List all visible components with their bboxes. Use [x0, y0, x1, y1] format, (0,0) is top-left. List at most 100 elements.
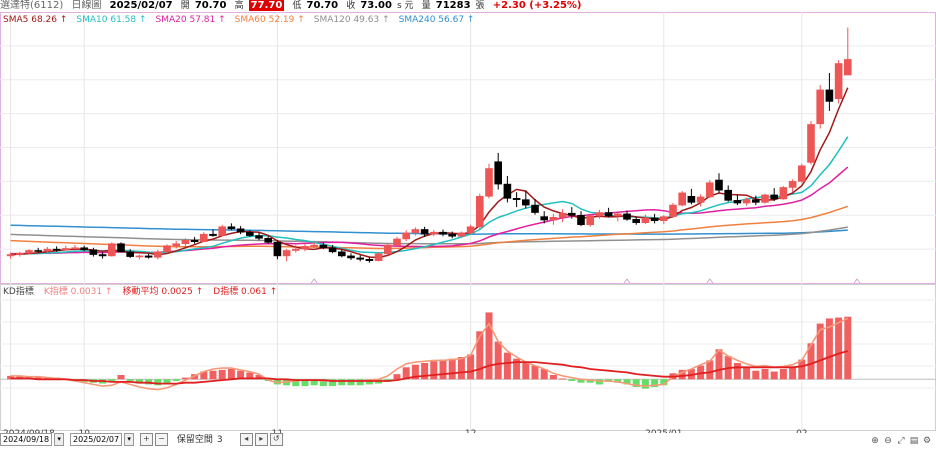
- sma-legend-item: SMA240 56.67 ↑: [399, 15, 475, 25]
- histogram-bar: [706, 360, 714, 380]
- open-value: 70.70: [194, 0, 227, 11]
- candle: [816, 89, 825, 125]
- candle: [98, 254, 107, 257]
- histogram-bar: [237, 370, 245, 380]
- histogram-bar: [761, 369, 769, 380]
- stock-chart[interactable]: 2024/09/18 10 11 12 2025/01 02 SMA5 68.26 ↑ SMA…: [0, 0, 936, 433]
- candle: [264, 237, 273, 243]
- candle: [337, 251, 346, 257]
- left-arrow-icon[interactable]: ◂: [239, 433, 253, 446]
- candle: [586, 215, 595, 226]
- x-tick-label: 2025/01: [645, 429, 682, 433]
- candle: [319, 244, 328, 249]
- right-arrow-icon[interactable]: ▸: [254, 433, 268, 446]
- histogram-bar: [135, 379, 143, 384]
- histogram-bar: [715, 349, 723, 380]
- histogram-bar: [632, 379, 640, 387]
- histogram-bar: [439, 359, 447, 380]
- candle: [807, 124, 815, 163]
- candle: [15, 252, 24, 255]
- histogram-bar: [209, 370, 217, 380]
- to-date-input[interactable]: 2025/02/07: [69, 433, 123, 446]
- candle: [549, 216, 558, 221]
- candle: [61, 248, 70, 251]
- period-label: 日線圖: [71, 0, 102, 11]
- histogram-bar: [329, 379, 337, 387]
- histogram-bar: [540, 369, 548, 380]
- zoom-in-icon[interactable]: +: [139, 433, 153, 446]
- x-tick-label: 10: [78, 429, 90, 433]
- candle: [429, 231, 438, 235]
- candle: [724, 189, 733, 201]
- histogram-bar: [614, 379, 622, 383]
- histogram-bar: [798, 359, 806, 380]
- d-line: [10, 350, 849, 385]
- from-date-input[interactable]: 2024/09/18: [0, 433, 53, 446]
- sma-legend-item: SMA5 68.26 ↑: [3, 15, 67, 25]
- candle: [135, 255, 144, 258]
- candle: [742, 199, 751, 204]
- histogram-bar: [568, 379, 576, 381]
- histogram-bar: [117, 375, 125, 380]
- candle: [365, 258, 374, 261]
- histogram-bar: [200, 371, 208, 380]
- candle: [117, 243, 125, 253]
- histogram-bar: [522, 362, 530, 380]
- histogram-bar: [292, 379, 300, 387]
- expand-icon[interactable]: ⤢: [897, 436, 905, 446]
- candle: [641, 217, 650, 224]
- bottom-toolbar: 2024/09/18 ▾ 2025/02/07 ▾ + − 保留空間 3 ◂ ▸ ↺: [0, 433, 936, 449]
- candle: [613, 213, 622, 217]
- high-label: 高: [234, 1, 244, 11]
- sma120-line: [10, 226, 848, 245]
- chart-tools: ⊕ ⊖ ⤢ ▤ ⚙: [867, 436, 932, 446]
- histogram-bar: [586, 379, 594, 383]
- volume-value: 71283: [435, 0, 471, 11]
- histogram-bar: [835, 317, 843, 380]
- histogram-bar: [319, 379, 327, 387]
- reset-icon[interactable]: ↺: [269, 433, 283, 446]
- zoom-out-icon[interactable]: −: [154, 433, 168, 446]
- zoom-out-icon[interactable]: ⊖: [884, 436, 892, 446]
- candle: [25, 250, 33, 254]
- candle: [246, 231, 254, 236]
- candle: [282, 250, 291, 257]
- zoom-in-icon[interactable]: ⊕: [871, 436, 879, 446]
- chevron-down-icon[interactable]: ▾: [54, 433, 65, 446]
- candle: [108, 243, 116, 257]
- histogram-bar: [421, 363, 429, 380]
- sma-legend-item: SMA60 52.19 ↑: [235, 15, 305, 25]
- histogram-bar: [411, 364, 419, 380]
- settings-icon[interactable]: ⚙: [922, 436, 932, 446]
- marker-icon: [623, 278, 631, 284]
- candle: [705, 182, 714, 198]
- candle: [687, 195, 696, 203]
- candle: [475, 195, 484, 228]
- candle: [34, 250, 43, 252]
- candle: [374, 253, 383, 261]
- open-label: 開: [180, 1, 190, 11]
- candle: [310, 244, 319, 247]
- candle: [558, 212, 567, 218]
- histogram-bar: [310, 379, 318, 386]
- keep-space-value[interactable]: 3: [216, 435, 223, 445]
- print-icon[interactable]: ▤: [909, 436, 919, 446]
- histogram-bar: [255, 375, 263, 380]
- stock-name: 選達特(6112): [0, 0, 64, 11]
- close-suffix: s 元: [396, 1, 414, 11]
- chevron-down-icon[interactable]: ▾: [124, 433, 135, 446]
- candle: [181, 240, 190, 245]
- candle: [218, 226, 226, 236]
- candle: [402, 232, 411, 240]
- histogram-bar: [457, 357, 465, 380]
- histogram-bar: [273, 379, 281, 385]
- candle: [494, 161, 503, 185]
- histogram-bar: [476, 331, 484, 380]
- candle: [485, 168, 493, 197]
- candle: [770, 194, 779, 200]
- histogram-bar: [779, 369, 787, 380]
- candle: [89, 249, 98, 255]
- candle: [779, 187, 788, 200]
- marker-icon: [310, 278, 318, 284]
- low-label: 低: [292, 1, 302, 11]
